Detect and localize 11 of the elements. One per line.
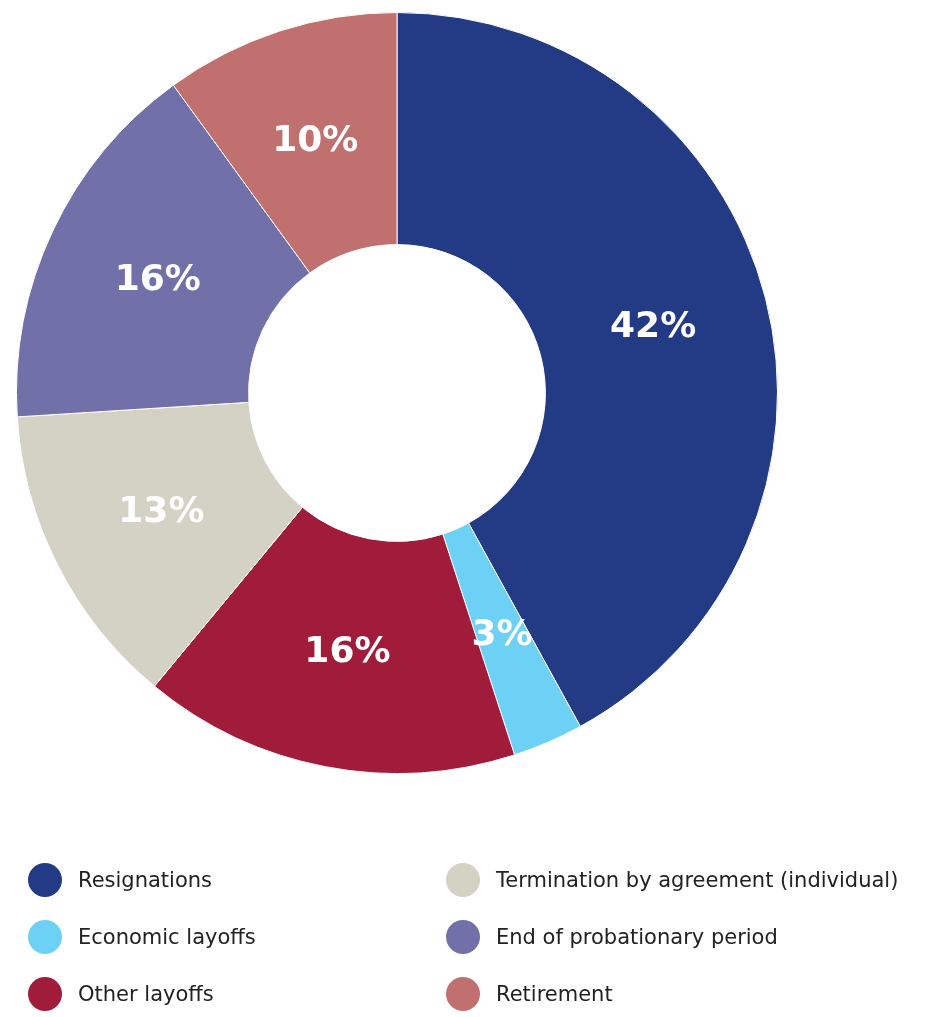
legend-label: Retirement — [496, 982, 613, 1006]
data-label: 13% — [118, 489, 205, 531]
data-label: 42% — [610, 303, 697, 345]
legend-label: End of probationary period — [496, 925, 778, 949]
data-label: 16% — [114, 256, 201, 298]
legend-label: Economic layoffs — [78, 925, 256, 949]
legend-label: Termination by agreement (individual) — [496, 868, 899, 892]
legend-label: Resignations — [78, 868, 213, 892]
data-label: 10% — [272, 117, 359, 159]
legend-label: Other layoffs — [78, 982, 214, 1006]
data-label: 16% — [304, 629, 391, 671]
